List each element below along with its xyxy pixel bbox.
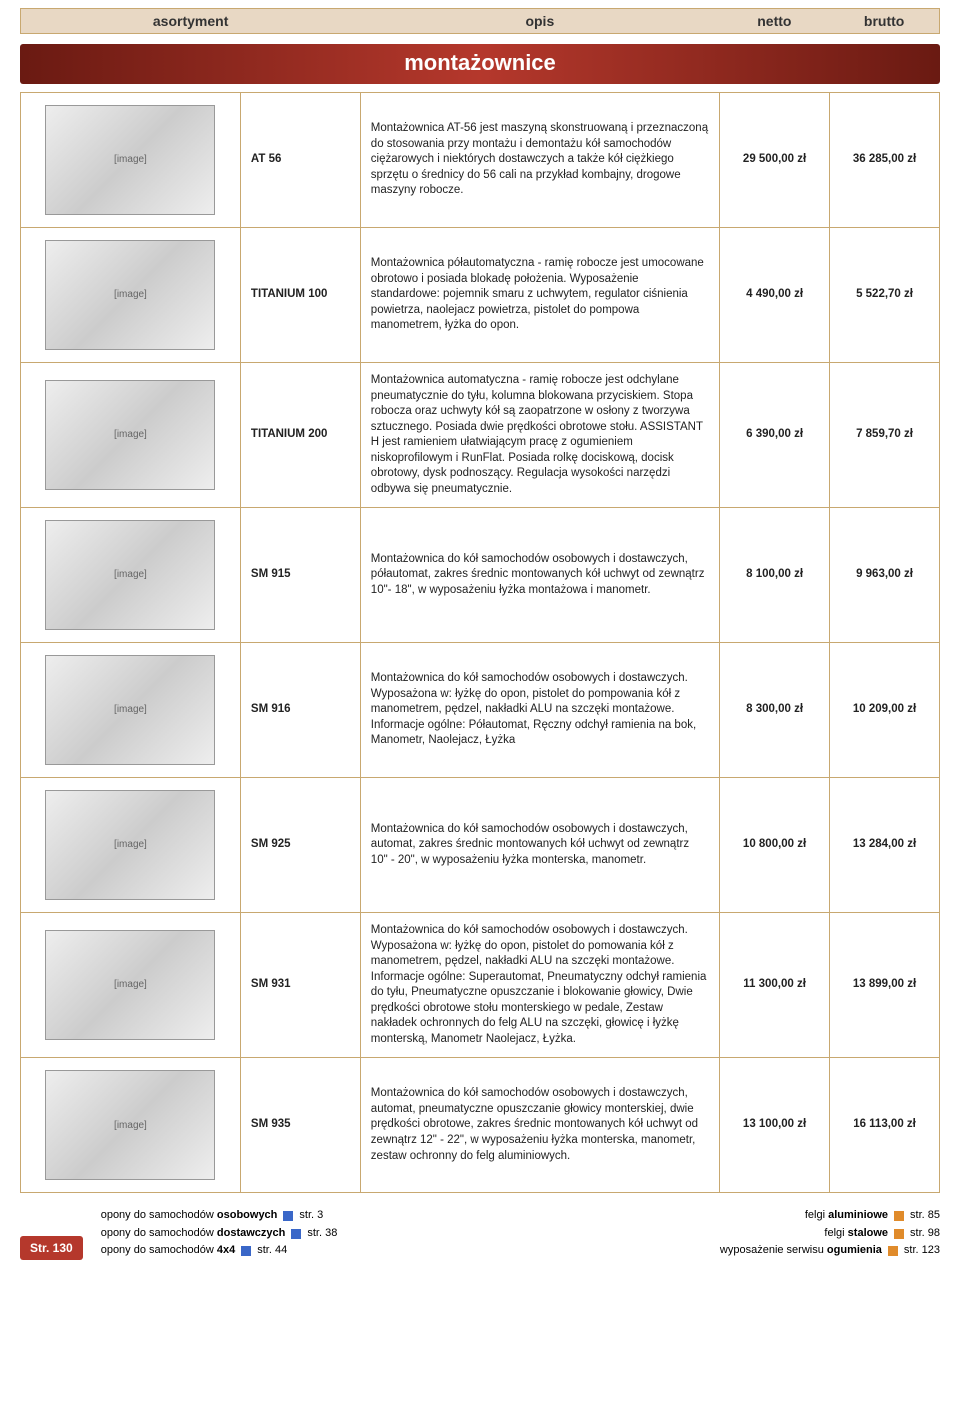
product-image-cell: [image] xyxy=(21,93,241,228)
product-netto: 10 800,00 zł xyxy=(720,778,830,913)
product-image-placeholder: [image] xyxy=(45,790,215,900)
product-netto: 4 490,00 zł xyxy=(720,228,830,363)
product-image-placeholder: [image] xyxy=(45,1070,215,1180)
product-desc: Montażownica półautomatyczna - ramię rob… xyxy=(360,228,719,363)
product-brutto: 13 899,00 zł xyxy=(830,913,940,1058)
footer-link: wyposażenie serwisu ogumienia str. 123 xyxy=(720,1242,940,1260)
product-image-cell: [image] xyxy=(21,913,241,1058)
product-image-cell: [image] xyxy=(21,228,241,363)
footer-link-text: felgi stalowe xyxy=(824,1225,888,1243)
table-row: [image]SM 935Montażownica do kół samocho… xyxy=(21,1058,940,1193)
product-desc: Montażownica do kół samochodów osobowych… xyxy=(360,643,719,778)
footer-link-page: str. 3 xyxy=(299,1207,323,1225)
product-sku: SM 916 xyxy=(240,643,360,778)
footer-link-page: str. 44 xyxy=(257,1242,287,1260)
product-desc: Montażownica AT-56 jest maszyną skonstru… xyxy=(360,93,719,228)
product-desc: Montażownica do kół samochodów osobowych… xyxy=(360,778,719,913)
header-asortyment: asortyment xyxy=(21,9,360,33)
product-desc: Montażownica automatyczna - ramię robocz… xyxy=(360,363,719,508)
square-icon xyxy=(894,1211,904,1221)
table-row: [image]AT 56Montażownica AT-56 jest masz… xyxy=(21,93,940,228)
product-brutto: 36 285,00 zł xyxy=(830,93,940,228)
footer-left-links: opony do samochodów osobowychstr. 3opony… xyxy=(101,1207,338,1260)
table-row: [image]SM 916Montażownica do kół samocho… xyxy=(21,643,940,778)
square-icon xyxy=(241,1246,251,1256)
product-image-cell: [image] xyxy=(21,643,241,778)
product-sku: AT 56 xyxy=(240,93,360,228)
header-netto: netto xyxy=(719,9,829,33)
product-netto: 6 390,00 zł xyxy=(720,363,830,508)
square-icon xyxy=(888,1246,898,1256)
product-image-placeholder: [image] xyxy=(45,930,215,1040)
footer-link-page: str. 85 xyxy=(910,1207,940,1225)
header-opis: opis xyxy=(360,9,719,33)
product-netto: 8 100,00 zł xyxy=(720,508,830,643)
product-sku: SM 935 xyxy=(240,1058,360,1193)
table-header-row: asortyment opis netto brutto xyxy=(20,8,940,34)
footer-link: felgi aluminiowe str. 85 xyxy=(720,1207,940,1225)
footer-link-text: felgi aluminiowe xyxy=(805,1207,888,1225)
product-sku: TITANIUM 100 xyxy=(240,228,360,363)
products-table: [image]AT 56Montażownica AT-56 jest masz… xyxy=(20,92,940,1193)
product-image-cell: [image] xyxy=(21,508,241,643)
product-brutto: 7 859,70 zł xyxy=(830,363,940,508)
product-desc: Montażownica do kół samochodów osobowych… xyxy=(360,1058,719,1193)
product-brutto: 10 209,00 zł xyxy=(830,643,940,778)
product-image-placeholder: [image] xyxy=(45,240,215,350)
footer-link-text: opony do samochodów dostawczych xyxy=(101,1225,286,1243)
page-footer: Str. 130 opony do samochodów osobowych st… xyxy=(20,1207,940,1260)
footer-link-text: opony do samochodów 4x4 xyxy=(101,1242,236,1260)
product-sku: SM 931 xyxy=(240,913,360,1058)
product-sku: TITANIUM 200 xyxy=(240,363,360,508)
footer-link-page: str. 98 xyxy=(910,1225,940,1243)
square-icon xyxy=(894,1229,904,1239)
footer-link-text: opony do samochodów osobowych xyxy=(101,1207,278,1225)
footer-link: opony do samochodów osobowych str. 3 xyxy=(101,1207,338,1225)
table-row: [image]TITANIUM 100Montażownica półautom… xyxy=(21,228,940,363)
table-row: [image]SM 925Montażownica do kół samocho… xyxy=(21,778,940,913)
product-sku: SM 925 xyxy=(240,778,360,913)
section-title: montażownice xyxy=(20,44,940,84)
page-number: Str. 130 xyxy=(20,1236,83,1260)
footer-link-page: str. 38 xyxy=(307,1225,337,1243)
product-desc: Montażownica do kół samochodów osobowych… xyxy=(360,913,719,1058)
product-netto: 29 500,00 zł xyxy=(720,93,830,228)
product-netto: 11 300,00 zł xyxy=(720,913,830,1058)
footer-link-page: str. 123 xyxy=(904,1242,940,1260)
product-netto: 8 300,00 zł xyxy=(720,643,830,778)
product-image-cell: [image] xyxy=(21,363,241,508)
product-image-cell: [image] xyxy=(21,778,241,913)
product-brutto: 13 284,00 zł xyxy=(830,778,940,913)
square-icon xyxy=(291,1229,301,1239)
product-brutto: 5 522,70 zł xyxy=(830,228,940,363)
product-image-placeholder: [image] xyxy=(45,520,215,630)
header-brutto: brutto xyxy=(829,9,939,33)
footer-right-links: felgi aluminiowe str. 85 felgi stalowe str.… xyxy=(720,1207,940,1260)
table-row: [image]SM 915Montażownica do kół samocho… xyxy=(21,508,940,643)
product-image-placeholder: [image] xyxy=(45,655,215,765)
product-brutto: 9 963,00 zł xyxy=(830,508,940,643)
product-sku: SM 915 xyxy=(240,508,360,643)
footer-link: felgi stalowe str. 98 xyxy=(720,1225,940,1243)
table-row: [image]SM 931Montażownica do kół samocho… xyxy=(21,913,940,1058)
product-image-placeholder: [image] xyxy=(45,380,215,490)
footer-link: opony do samochodów dostawczych str. 38 xyxy=(101,1225,338,1243)
square-icon xyxy=(283,1211,293,1221)
footer-link: opony do samochodów 4x4 str. 44 xyxy=(101,1242,338,1260)
product-netto: 13 100,00 zł xyxy=(720,1058,830,1193)
product-image-cell: [image] xyxy=(21,1058,241,1193)
product-image-placeholder: [image] xyxy=(45,105,215,215)
footer-link-text: wyposażenie serwisu ogumienia xyxy=(720,1242,882,1260)
table-row: [image]TITANIUM 200Montażownica automaty… xyxy=(21,363,940,508)
product-brutto: 16 113,00 zł xyxy=(830,1058,940,1193)
product-desc: Montażownica do kół samochodów osobowych… xyxy=(360,508,719,643)
